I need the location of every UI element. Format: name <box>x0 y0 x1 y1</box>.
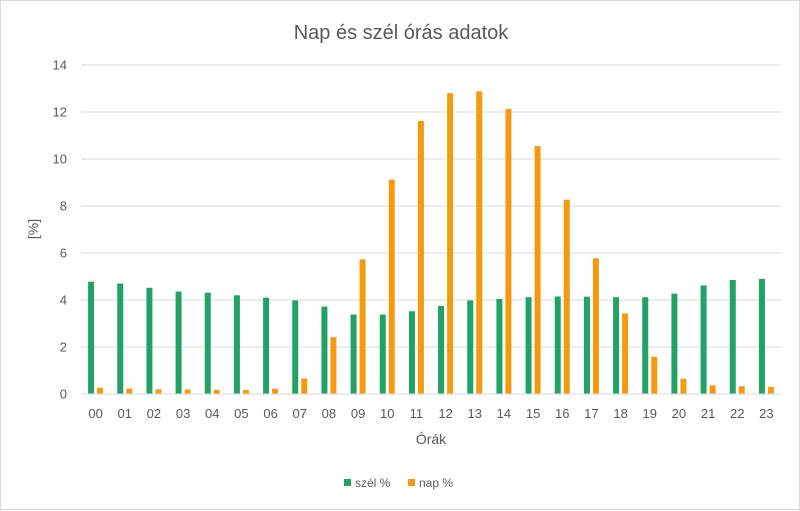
legend-label: nap % <box>419 476 453 490</box>
bar-nap <box>155 389 162 394</box>
x-tick-label: 04 <box>205 406 219 421</box>
bar-nap <box>534 146 541 394</box>
bar-szel <box>117 283 124 394</box>
bar-nap <box>738 386 745 394</box>
bar-nap <box>592 258 599 394</box>
bar-szel <box>175 291 182 394</box>
bar-szel <box>350 314 357 394</box>
bar-nap <box>213 389 220 394</box>
bar-szel <box>292 300 299 394</box>
y-tick-label: 14 <box>53 58 67 73</box>
bar-nap <box>330 337 337 394</box>
x-tick-label: 22 <box>730 406 744 421</box>
x-axis-label: Órák <box>416 431 447 447</box>
x-tick-label: 12 <box>438 406 452 421</box>
x-tick-label: 06 <box>263 406 277 421</box>
bars <box>88 91 774 395</box>
x-tick-label: 16 <box>555 406 569 421</box>
bar-szel <box>642 297 649 394</box>
bar-nap <box>767 386 774 394</box>
y-tick-label: 10 <box>53 152 67 167</box>
x-tick-label: 20 <box>672 406 686 421</box>
bar-nap <box>242 390 249 394</box>
bar-szel <box>758 278 765 394</box>
bar-nap <box>563 199 570 394</box>
legend-swatch <box>344 479 351 486</box>
bar-nap <box>417 120 424 395</box>
y-tick-label: 2 <box>60 340 67 355</box>
bar-szel <box>88 281 95 394</box>
bar-szel <box>613 297 620 394</box>
x-tick-label: 15 <box>526 406 540 421</box>
y-tick-label: 4 <box>60 293 67 308</box>
bar-nap <box>126 388 133 394</box>
bar-szel <box>467 300 474 394</box>
bar-szel <box>700 285 707 394</box>
bar-nap <box>388 179 395 394</box>
bar-szel <box>496 298 503 394</box>
y-axis-label: [%] <box>25 219 41 239</box>
bar-szel <box>146 287 153 394</box>
x-tick-label: 08 <box>322 406 336 421</box>
legend-label: szél % <box>355 476 391 490</box>
y-tick-label: 8 <box>60 199 67 214</box>
legend-swatch <box>408 479 415 486</box>
bar-szel <box>263 297 270 394</box>
x-tick-label: 13 <box>468 406 482 421</box>
bar-szel <box>204 292 211 394</box>
bar-szel <box>408 311 415 394</box>
y-tick-label: 6 <box>60 246 67 261</box>
bar-szel <box>583 296 590 394</box>
bar-nap <box>184 389 191 394</box>
x-tick-label: 14 <box>497 406 511 421</box>
bar-nap <box>505 108 512 394</box>
x-tick-label: 09 <box>351 406 365 421</box>
bar-szel <box>554 296 561 394</box>
x-tick-label: 23 <box>759 406 773 421</box>
bar-nap <box>272 388 279 394</box>
x-tick-label: 17 <box>584 406 598 421</box>
gridlines <box>81 64 781 348</box>
x-tick-label: 11 <box>410 406 424 421</box>
bar-nap <box>622 313 629 394</box>
x-tick-label: 19 <box>643 406 657 421</box>
bar-nap <box>359 259 366 394</box>
bar-szel <box>525 297 532 394</box>
bar-nap <box>651 356 658 394</box>
bar-szel <box>671 293 678 394</box>
x-tick-label: 05 <box>234 406 248 421</box>
y-tick-label: 0 <box>60 387 67 402</box>
chart-title: Nap és szél órás adatok <box>294 22 510 44</box>
x-tick-label: 01 <box>118 406 132 421</box>
legend: szél % nap % <box>344 476 453 490</box>
y-tick-label: 12 <box>53 105 67 120</box>
bar-nap <box>680 378 687 394</box>
x-tick-label: 18 <box>613 406 627 421</box>
x-tick-label: 02 <box>147 406 161 421</box>
bar-szel <box>729 280 736 394</box>
bar-szel <box>321 306 328 394</box>
bar-szel <box>438 305 445 395</box>
bar-nap <box>709 385 716 394</box>
bar-nap <box>447 93 454 394</box>
x-tick-label: 10 <box>380 406 394 421</box>
bar-nap <box>476 91 483 394</box>
bar-szel <box>233 295 240 394</box>
bar-nap <box>97 387 104 394</box>
x-tick-label: 03 <box>176 406 190 421</box>
x-tick-label: 21 <box>701 406 715 421</box>
bar-nap <box>301 378 308 394</box>
y-tick-labels: 0 2 4 6 8 10 12 14 <box>53 58 67 402</box>
x-tick-label: 00 <box>88 406 102 421</box>
x-tick-label: 07 <box>293 406 307 421</box>
x-tick-labels: 00 01 02 03 04 05 06 07 08 09 10 11 12 13 14 15 16 17 18 19… <box>88 406 773 421</box>
bar-szel <box>379 314 386 394</box>
